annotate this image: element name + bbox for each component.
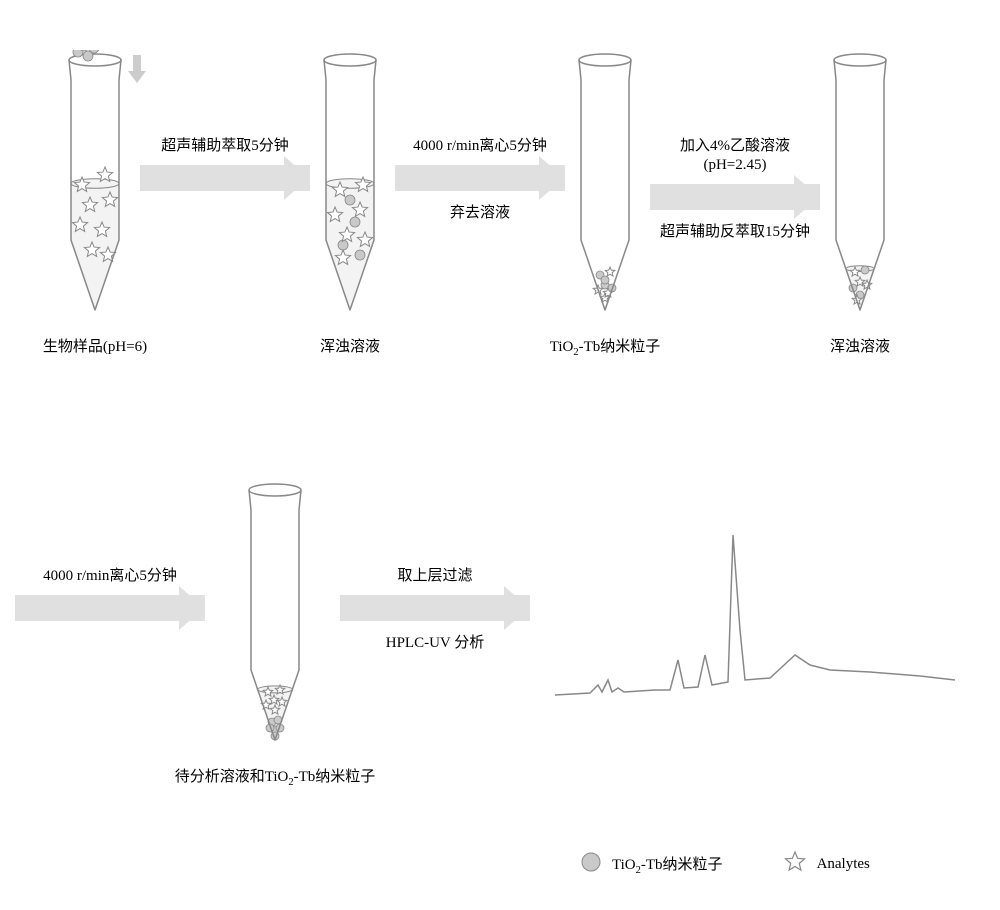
arrow-label-bottom: HPLC-UV 分析: [386, 631, 484, 652]
legend-label: Analytes: [817, 856, 870, 873]
process-arrow: 加入4%乙酸溶液 (pH=2.45) 超声辅助反萃取15分钟: [650, 130, 820, 245]
arrow-label-bottom: 超声辅助反萃取15分钟: [660, 220, 810, 241]
process-arrow: 取上层过滤 HPLC-UV 分析: [340, 560, 530, 656]
particle-icon: [580, 851, 602, 878]
tube-1: [50, 50, 140, 325]
tube-3: [560, 50, 650, 325]
legend-item: TiO2-Tb纳米粒子: [580, 851, 723, 878]
arrow-label-top: (pH=2.45): [703, 157, 766, 174]
process-arrow: 4000 r/min离心5分钟弃去溶液: [395, 130, 565, 226]
process-arrow: 超声辅助萃取5分钟: [140, 130, 310, 222]
star-icon: [783, 850, 807, 879]
arrow-label-bottom: [108, 631, 112, 648]
add-particles-arrow-icon: [128, 55, 146, 90]
arrow-label-top: 加入4%乙酸溶液: [680, 134, 790, 155]
tube-4: [815, 50, 905, 325]
process-arrow: 4000 r/min离心5分钟: [15, 560, 205, 652]
arrow-label-bottom: 弃去溶液: [450, 201, 510, 222]
arrow-label-top: 取上层过滤: [397, 564, 472, 585]
arrow-label-top: 超声辅助萃取5分钟: [161, 134, 289, 155]
tube-caption: TiO2-Tb纳米粒子: [520, 335, 690, 358]
tube-caption: 浑浊溶液: [775, 335, 945, 356]
legend-item: Analytes: [783, 850, 870, 879]
tube-caption: 浑浊溶液: [265, 335, 435, 356]
legend: TiO2-Tb纳米粒子 Analytes: [580, 850, 870, 879]
arrow-label-bottom: [223, 201, 227, 218]
tube-caption: 待分析溶液和TiO2-Tb纳米粒子: [150, 765, 400, 788]
tube-final: [230, 480, 320, 755]
arrow-label-top: 4000 r/min离心5分钟: [413, 134, 547, 155]
chromatogram: [550, 520, 960, 725]
arrow-label-top: 4000 r/min离心5分钟: [43, 564, 177, 585]
tube-2: [305, 50, 395, 325]
legend-label: TiO2-Tb纳米粒子: [612, 853, 723, 876]
tube-caption: 生物样品(pH=6): [10, 335, 180, 356]
